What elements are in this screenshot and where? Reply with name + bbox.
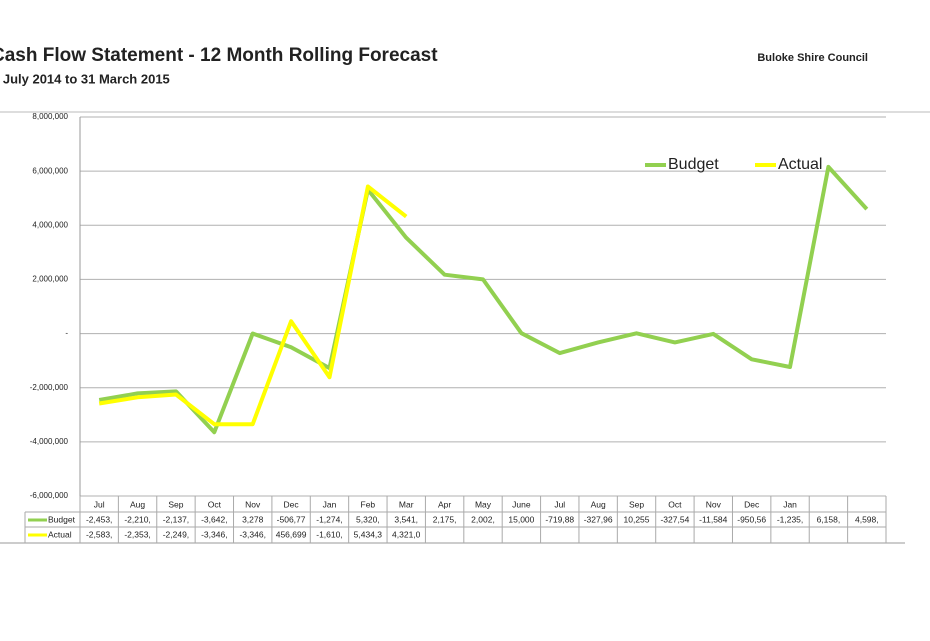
x-tick-label: Apr [438,499,451,509]
table-value: -11,584 [699,514,727,524]
table-value: 10,255 [624,514,650,524]
table-value: 4,598, [855,514,879,524]
table-series-name: Actual [48,529,72,539]
table-value: -950,56 [737,514,766,524]
x-tick-label: Nov [706,499,722,509]
chart-title: Cash Flow Statement - 12 Month Rolling F… [0,45,438,66]
x-tick-label: Nov [245,499,261,509]
x-tick-label: Jan [783,499,797,509]
table-value: 6,158, [817,514,841,524]
table-value: 2,175, [433,514,457,524]
legend-label: Budget [668,156,719,173]
table-value: -2,137, [163,514,189,524]
table-value: 456,699 [276,529,307,539]
x-tick-label: Mar [399,499,414,509]
table-value: -3,346, [239,529,265,539]
y-tick-label: -4,000,000 [30,437,69,446]
table-value: 2,002, [471,514,495,524]
x-tick-label: Aug [591,499,606,509]
y-tick-label: 8,000,000 [32,112,68,121]
series-line [98,184,408,427]
x-tick-label: Sep [168,499,183,509]
table-value: -1,610, [316,529,342,539]
x-tick-label: May [475,499,492,509]
x-tick-label: Dec [744,499,760,509]
x-tick-label: Aug [130,499,145,509]
x-tick-label: Oct [668,499,682,509]
x-tick-label: Feb [361,499,376,509]
y-tick-label: 6,000,000 [32,166,68,175]
series-line [98,164,869,435]
y-tick-label: -2,000,000 [30,383,69,392]
table-value: 5,320, [356,514,380,524]
x-tick-label: Jul [554,499,565,509]
table-value: -327,54 [660,514,689,524]
x-tick-label: Dec [284,499,300,509]
y-tick-label: - [65,329,68,338]
x-tick-label: Jul [94,499,105,509]
y-tick-label: 2,000,000 [32,275,68,284]
table-value: -1,274, [316,514,342,524]
legend-label: Actual [778,156,822,173]
table-series-name: Budget [48,514,76,524]
table-value: 3,278 [242,514,264,524]
table-value: -327,96 [584,514,613,524]
chart-subtitle: 1 July 2014 to 31 March 2015 [0,71,170,86]
table-value: -2,210, [124,514,150,524]
table-value: 15,000 [508,514,534,524]
table-value: -506,77 [277,514,306,524]
table-value: -2,453, [86,514,112,524]
table-value: -2,249, [163,529,189,539]
table-value: 3,541, [394,514,418,524]
y-tick-label: 4,000,000 [32,220,68,229]
x-tick-label: Jan [323,499,337,509]
x-tick-label: Sep [629,499,644,509]
table-value: -1,235, [777,514,803,524]
table-value: -3,642, [201,514,227,524]
y-tick-label: -6,000,000 [30,491,69,500]
table-value: -2,353, [124,529,150,539]
x-tick-label: Oct [208,499,222,509]
table-value: -719,88 [545,514,574,524]
table-value: 4,321,0 [392,529,421,539]
table-value: 5,434,3 [354,529,383,539]
table-value: -3,346, [201,529,227,539]
table-value: -2,583, [86,529,112,539]
x-tick-label: June [512,499,531,509]
organization: Buloke Shire Council [757,52,868,64]
